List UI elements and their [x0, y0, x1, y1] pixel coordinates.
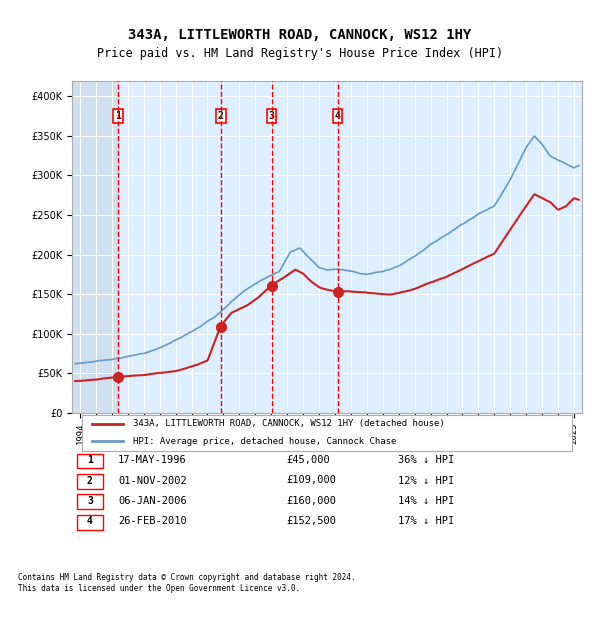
Text: 343A, LITTLEWORTH ROAD, CANNOCK, WS12 1HY (detached house): 343A, LITTLEWORTH ROAD, CANNOCK, WS12 1H…: [133, 419, 445, 428]
Text: 343A, LITTLEWORTH ROAD, CANNOCK, WS12 1HY: 343A, LITTLEWORTH ROAD, CANNOCK, WS12 1H…: [128, 28, 472, 42]
Text: 17% ↓ HPI: 17% ↓ HPI: [398, 516, 455, 526]
Text: 17-MAY-1996: 17-MAY-1996: [118, 455, 187, 465]
Text: £109,000: £109,000: [286, 476, 336, 485]
Text: HPI: Average price, detached house, Cannock Chase: HPI: Average price, detached house, Cann…: [133, 437, 397, 446]
FancyBboxPatch shape: [77, 474, 103, 489]
Text: £152,500: £152,500: [286, 516, 336, 526]
Text: 4: 4: [87, 516, 93, 526]
Text: 3: 3: [269, 111, 274, 121]
Text: 26-FEB-2010: 26-FEB-2010: [118, 516, 187, 526]
Text: 2: 2: [87, 476, 93, 485]
Text: £160,000: £160,000: [286, 496, 336, 506]
Text: 14% ↓ HPI: 14% ↓ HPI: [398, 496, 455, 506]
FancyBboxPatch shape: [77, 454, 103, 469]
Text: 3: 3: [87, 496, 93, 506]
Text: This data is licensed under the Open Government Licence v3.0.: This data is licensed under the Open Gov…: [18, 584, 300, 593]
Text: 01-NOV-2002: 01-NOV-2002: [118, 476, 187, 485]
Text: 12% ↓ HPI: 12% ↓ HPI: [398, 476, 455, 485]
Text: 1: 1: [115, 111, 121, 121]
Text: 06-JAN-2006: 06-JAN-2006: [118, 496, 187, 506]
FancyBboxPatch shape: [82, 415, 572, 451]
FancyBboxPatch shape: [77, 515, 103, 529]
Text: Price paid vs. HM Land Registry's House Price Index (HPI): Price paid vs. HM Land Registry's House …: [97, 46, 503, 60]
FancyBboxPatch shape: [77, 495, 103, 510]
Text: 1: 1: [87, 455, 93, 465]
Bar: [72, 81, 118, 413]
Text: Contains HM Land Registry data © Crown copyright and database right 2024.: Contains HM Land Registry data © Crown c…: [18, 574, 356, 583]
Text: 36% ↓ HPI: 36% ↓ HPI: [398, 455, 455, 465]
Text: 2: 2: [218, 111, 224, 121]
Text: £45,000: £45,000: [286, 455, 330, 465]
Text: 4: 4: [335, 111, 340, 121]
